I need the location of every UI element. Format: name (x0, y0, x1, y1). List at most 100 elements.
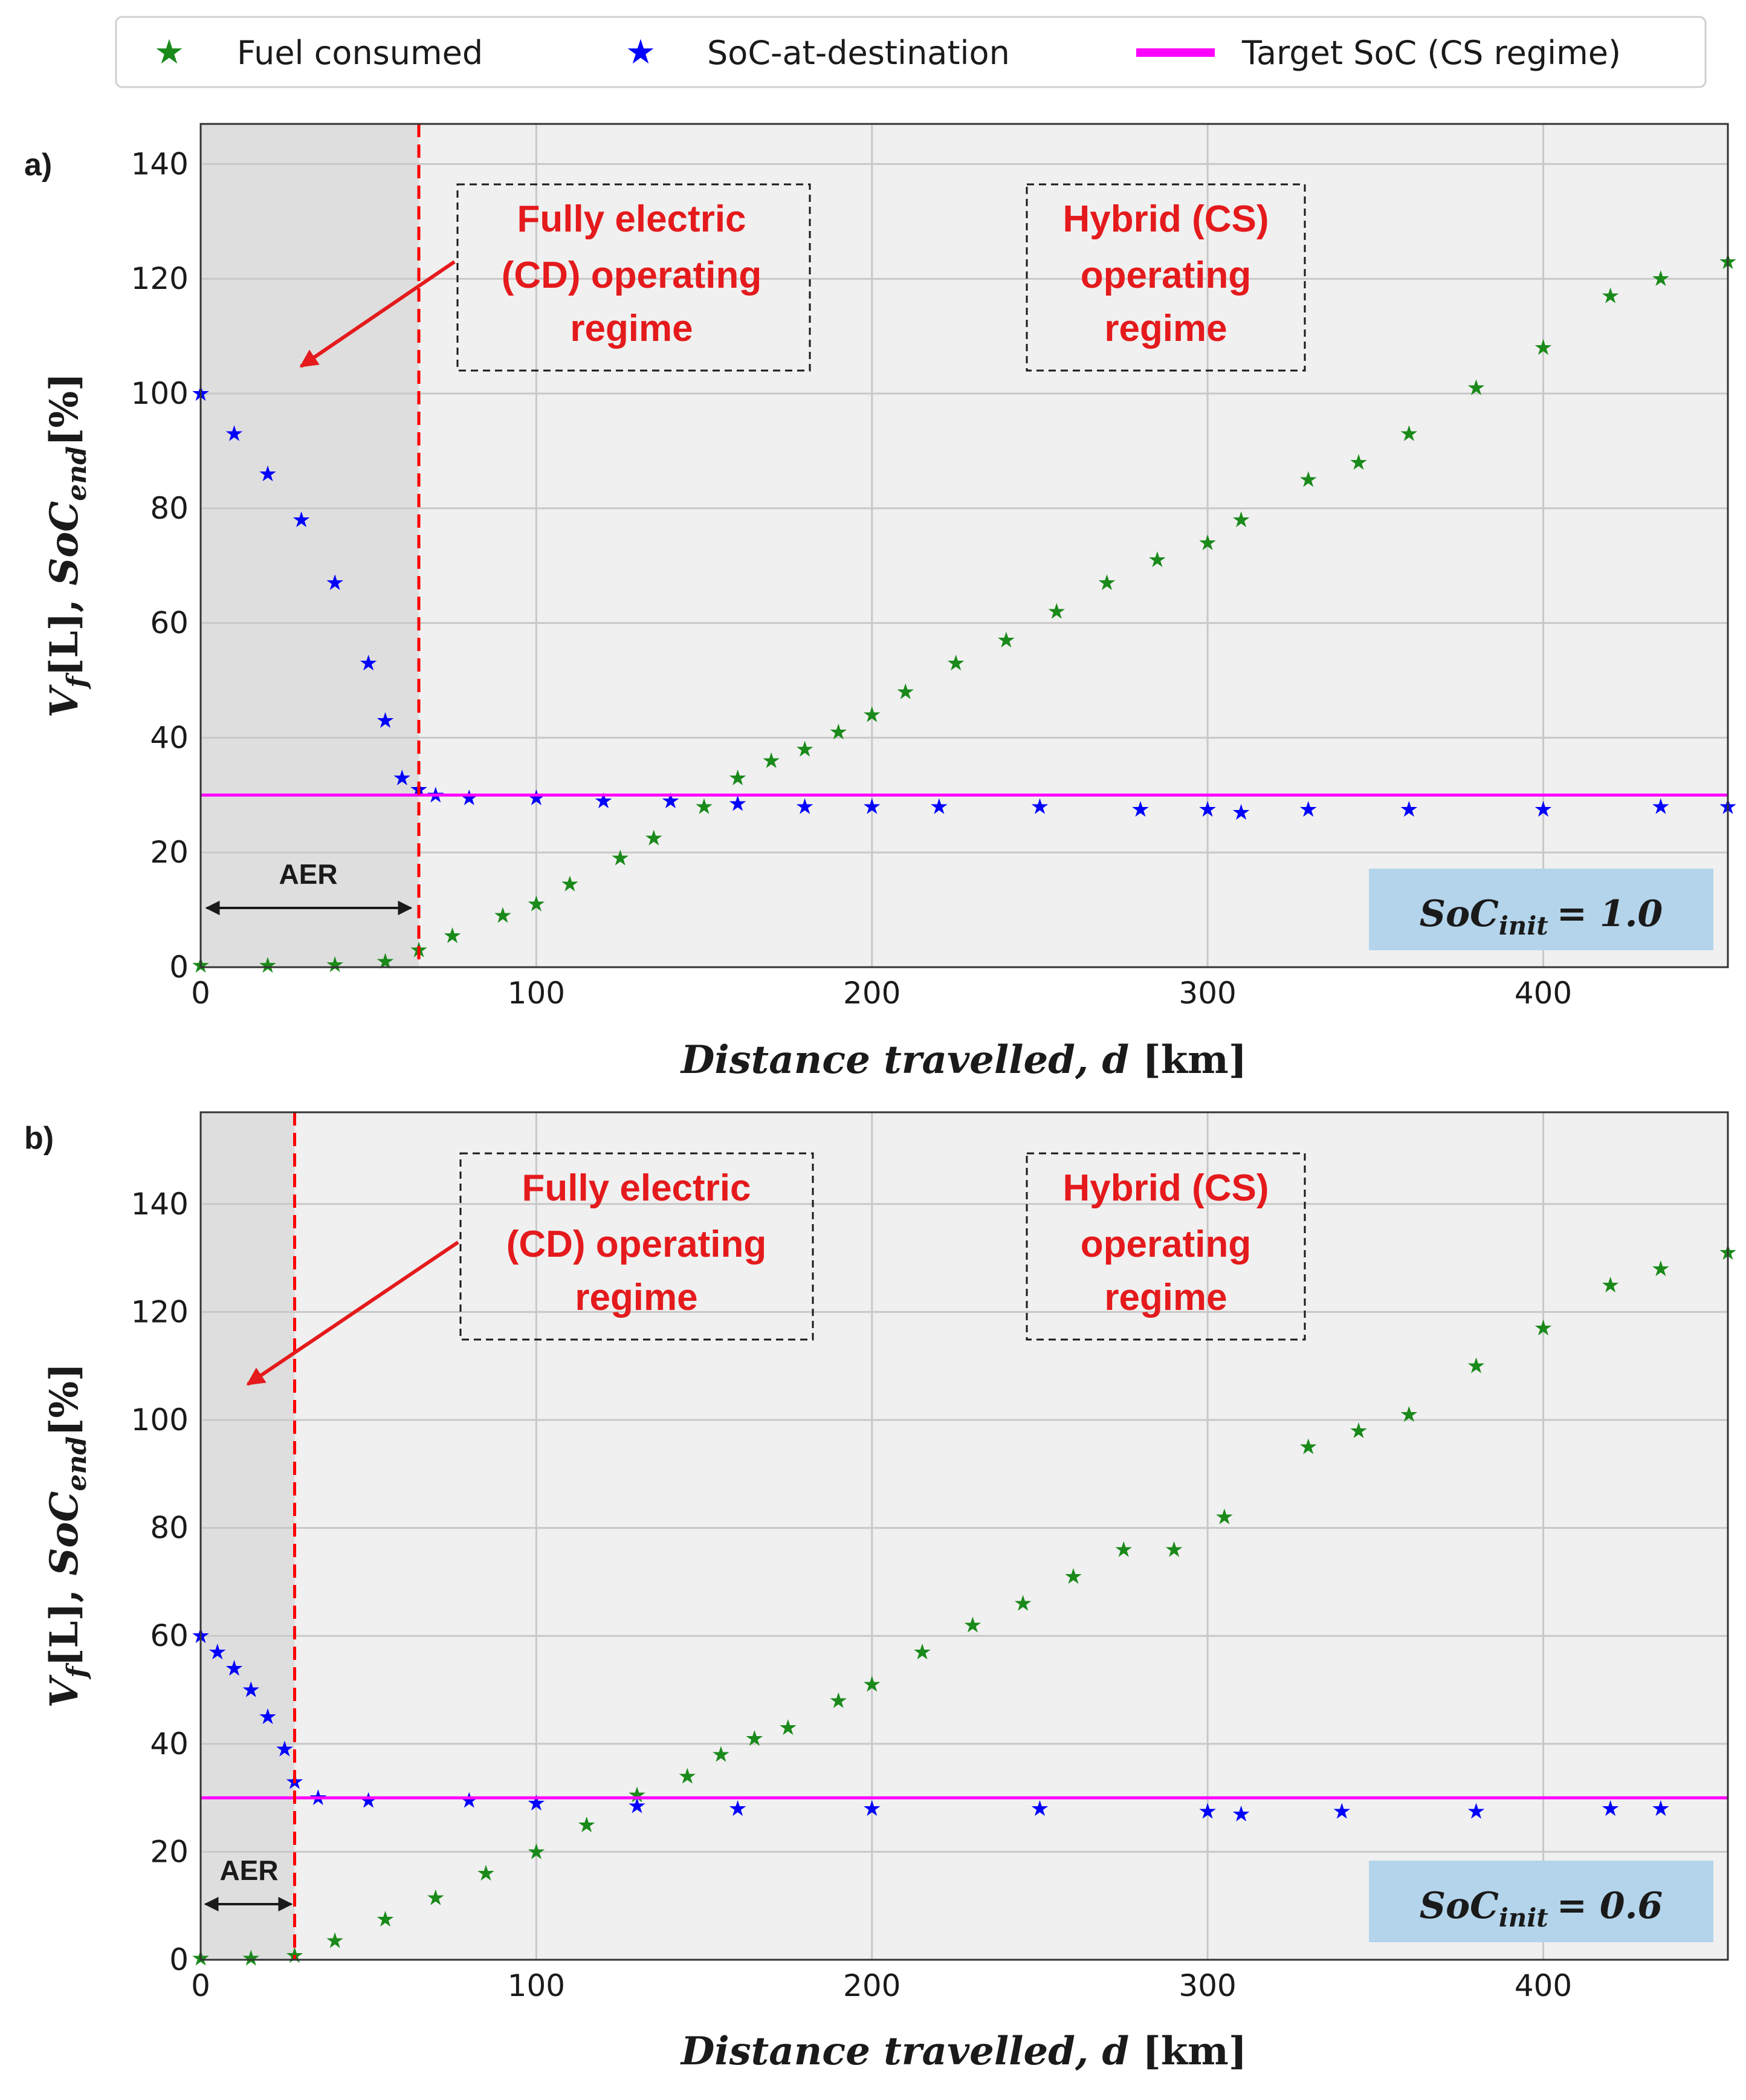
fuel-point: ★ (1349, 1419, 1368, 1444)
y-tick-label: 60 (150, 1618, 189, 1653)
cd-shade-b (201, 1112, 295, 1960)
soc-point: ★ (1030, 794, 1049, 819)
fuel-point: ★ (745, 1726, 764, 1751)
fuel-point: ★ (1349, 450, 1368, 475)
fuel-point: ★ (476, 1861, 496, 1886)
cd-regime-line2-a: (CD) operating (502, 254, 762, 296)
soc-point: ★ (1198, 1799, 1217, 1824)
soc-point: ★ (325, 571, 344, 595)
y-tick-label: 120 (131, 1294, 189, 1329)
soc-init-label-a: SoCinit = 1.0 (1420, 893, 1663, 941)
y-axis-title-a: Vf[L], SoCend[%] (42, 373, 92, 718)
soc-point: ★ (1600, 1797, 1620, 1821)
scatter-points-a: ★ ★ ★ ★ ★ ★ ★ ★ ★ ★ ★ ★ ★ ★ ★ ★ ★ ★ ★ ★ ★ ★ ★ ★ ★ ★ ★ ★ ★ ★ ★ ★ ★ ★ ★ ★ ★ ★ ★ ★… (191, 250, 1738, 978)
fuel-point: ★ (1164, 1537, 1183, 1562)
soc-point: ★ (258, 462, 277, 487)
fuel-point: ★ (560, 872, 580, 896)
plot-frame-b (199, 1111, 1729, 1961)
x-tick-label: 300 (1179, 976, 1236, 1011)
cd-regime-arrow-b (246, 1240, 459, 1386)
x-tick-label: 100 (508, 976, 565, 1011)
soc-point: ★ (1399, 797, 1418, 822)
fuel-point: ★ (1198, 531, 1217, 556)
soc-point: ★ (661, 789, 680, 814)
cd-regime-line3-a: regime (570, 308, 693, 349)
plot-frame-a (199, 123, 1729, 968)
fuel-point: ★ (1533, 335, 1553, 360)
fuel-point: ★ (1533, 1316, 1553, 1341)
soc-init-label-b: SoCinit = 0.6 (1420, 1885, 1663, 1933)
soc-point: ★ (291, 508, 311, 533)
fuel-point: ★ (913, 1640, 932, 1665)
x-tick-label: 400 (1515, 1968, 1572, 2003)
fuel-point: ★ (627, 1783, 647, 1808)
fuel-point: ★ (241, 1946, 260, 1971)
fuel-point: ★ (375, 950, 395, 974)
fuel-point: ★ (946, 651, 965, 676)
soc-point: ★ (1466, 1799, 1486, 1824)
x-tick-label: 0 (191, 976, 210, 1011)
cs-regime-box-b (1026, 1152, 1306, 1341)
plot-area-b (201, 1112, 1728, 1960)
fuel-point: ★ (1299, 1435, 1318, 1460)
soc-point: ★ (1198, 797, 1217, 822)
fuel-point: ★ (1466, 1354, 1486, 1379)
fuel-point: ★ (1047, 600, 1066, 624)
cs-regime-line3-a: regime (1104, 308, 1227, 349)
y-tick-label: 20 (150, 835, 189, 870)
y-tick-label: 140 (131, 1187, 189, 1222)
soc-point: ★ (1651, 1797, 1670, 1821)
legend-soc-marker-icon: ★ (626, 33, 656, 72)
cs-regime-line3-b: regime (1104, 1277, 1227, 1318)
soc-point: ★ (1651, 794, 1670, 819)
soc-point: ★ (375, 708, 395, 733)
fuel-point: ★ (610, 846, 630, 871)
soc-point: ★ (795, 794, 815, 819)
fuel-point: ★ (325, 1929, 344, 1954)
y-axis-title-b: Vf[L], SoCend[%] (42, 1363, 92, 1708)
soc-point: ★ (459, 1789, 479, 1813)
cd-regime-box-a (456, 183, 811, 372)
x-tick-label: 200 (843, 976, 900, 1011)
fuel-point: ★ (644, 826, 664, 851)
fuel-point: ★ (325, 953, 344, 977)
soc-point: ★ (359, 1789, 378, 1813)
cd-regime-line3-b: regime (575, 1277, 697, 1318)
fuel-point: ★ (862, 1673, 882, 1697)
legend-fuel-label: Fuel consumed (237, 34, 483, 72)
fuel-point: ★ (526, 1839, 546, 1864)
aer-label-b: AER (219, 1855, 278, 1886)
y-tick-label: 140 (131, 146, 189, 181)
legend-target-label: Target SoC (CS regime) (1241, 34, 1621, 72)
panel-b: ★ ★ ★ ★ ★ ★ ★ ★ ★ ★ ★ ★ ★ ★ ★ ★ ★ ★ ★ ★ ★ ★ ★ ★ ★ ★ ★ ★ ★ ★ ★ ★ ★ ★ ★ ★ ★ ★ ★ ★… (24, 1111, 1738, 2074)
soc-point: ★ (526, 1791, 546, 1816)
soc-point: ★ (459, 786, 479, 811)
soc-init-box-a (1369, 869, 1713, 950)
fuel-point: ★ (896, 679, 915, 704)
fuel-point: ★ (426, 1885, 445, 1910)
soc-point: ★ (224, 421, 244, 446)
soc-point: ★ (930, 794, 949, 819)
plot-area-a (201, 124, 1728, 967)
fuel-point: ★ (258, 953, 277, 978)
fuel-point: ★ (963, 1613, 982, 1638)
y-tick-label: 0 (169, 1942, 189, 1977)
x-tick-label: 300 (1179, 1968, 1236, 2003)
fuel-point: ★ (1148, 548, 1167, 572)
x-axis-title-a: Distance travelled, d [km] (680, 1037, 1247, 1083)
legend-soc-label: SoC-at-destination (707, 34, 1010, 72)
soc-point: ★ (1533, 797, 1553, 822)
tick-labels-b: 0 100 200 300 400 0 20 40 60 80 100 120 140 (131, 1187, 1573, 2003)
fuel-point: ★ (1466, 376, 1486, 401)
soc-point: ★ (1232, 1802, 1251, 1827)
fuel-point: ★ (862, 702, 882, 727)
fuel-point: ★ (829, 720, 848, 745)
y-tick-label: 100 (131, 1402, 189, 1437)
aer-label-a: AER (279, 858, 337, 890)
fuel-point: ★ (711, 1743, 731, 1768)
fuel-point: ★ (1014, 1592, 1033, 1616)
panel-a: ★ ★ ★ ★ ★ ★ ★ ★ ★ ★ ★ ★ ★ ★ ★ ★ ★ ★ ★ ★ ★ ★ ★ ★ ★ ★ ★ ★ ★ ★ ★ ★ ★ ★ ★ ★ ★ ★ ★ ★… (24, 123, 1738, 1083)
soc-point: ★ (224, 1656, 244, 1681)
soc-point: ★ (1332, 1799, 1351, 1824)
tick-labels-a: 0 100 200 300 400 0 20 40 60 80 100 120 140 (131, 146, 1573, 1011)
